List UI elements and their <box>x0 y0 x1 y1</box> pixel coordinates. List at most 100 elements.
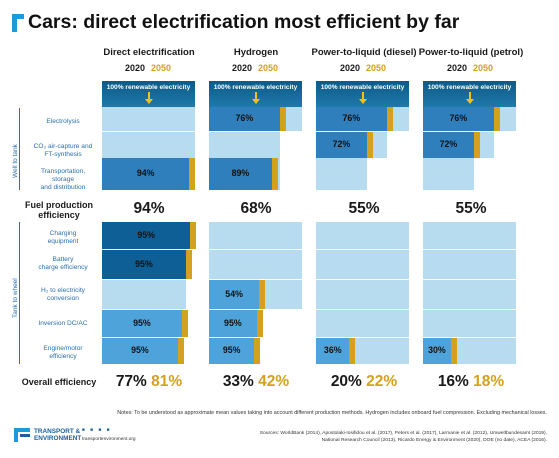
row-label-line: H₂ to electricity <box>41 287 85 294</box>
energy-envelope <box>316 222 409 249</box>
column-header-hydrogen: Hydrogen <box>233 47 279 58</box>
efficiency-bar <box>102 158 190 190</box>
efficiency-bar <box>102 310 182 337</box>
energy-envelope <box>102 280 186 309</box>
step-percent-label: 94% <box>136 168 155 178</box>
row-label-transport: Transportation, storage and distribution <box>18 168 108 192</box>
efficiency-bar <box>102 338 178 364</box>
energy-envelope <box>316 158 367 190</box>
down-arrow-icon <box>144 92 153 104</box>
row-label-line: Fuel production <box>25 200 93 210</box>
social-icons[interactable]: ■ ■ ■ ■ <box>82 428 112 433</box>
overall-efficiency: 16% 18% <box>417 373 525 391</box>
energy-envelope <box>209 222 302 249</box>
energy-envelope <box>423 222 516 249</box>
loss-2050-marker <box>366 132 373 158</box>
efficiency-bar <box>316 338 350 364</box>
energy-envelope <box>102 107 195 131</box>
energy-envelope <box>423 280 516 309</box>
website-link[interactable]: transportenvironment.org <box>82 437 136 442</box>
efficiency-bar <box>423 107 494 131</box>
step-percent-label: 95% <box>135 258 153 269</box>
step-percent-label: 95% <box>133 317 151 328</box>
step-percent-label: 30% <box>428 345 446 355</box>
te-logo-icon <box>14 428 30 442</box>
step-percent-label: 95% <box>137 229 155 240</box>
overall-efficiency: 77% 81% <box>95 373 203 391</box>
overall-2020: 16% <box>437 373 469 390</box>
year-2020-label: 2020 <box>340 63 361 73</box>
row-label-line: storage <box>52 176 74 183</box>
down-arrow-icon <box>251 92 260 104</box>
column-header-ptl-petrol: Power-to-liquid (petrol) <box>418 47 524 58</box>
notes-text: Notes: To be understood as approximate m… <box>117 410 547 416</box>
row-label-line: and distribution <box>40 184 86 191</box>
loss-2050-marker <box>493 107 500 131</box>
renewable-banner: 100% renewable electricity <box>102 81 195 107</box>
overall-2050: 42% <box>258 373 290 390</box>
row-label-line: conversion <box>47 295 79 302</box>
loss-2050-marker <box>256 310 263 337</box>
row-label-line: efficiency <box>49 353 77 360</box>
overall-2050: 22% <box>366 373 398 390</box>
year-2050-label: 2050 <box>258 63 279 73</box>
energy-envelope <box>423 310 516 337</box>
row-label-line: Battery <box>52 256 74 263</box>
logo-line: ENVIRONMENT <box>34 435 82 442</box>
loss-2050-marker <box>271 158 278 190</box>
loss-2050-marker <box>177 338 184 364</box>
year-labels: 2020 2050 2020 2050 2020 2050 2020 2050 <box>0 63 559 75</box>
row-label-h2-conversion: H₂ to electricity conversion <box>18 287 108 303</box>
renewable-banner: 100% renewable electricity <box>209 81 302 107</box>
column-header-ptl-diesel: Power-to-liquid (diesel) <box>311 47 417 58</box>
loss-2050-marker <box>450 338 457 364</box>
overall-2020: 33% <box>222 373 254 390</box>
efficiency-bar <box>102 222 191 249</box>
step-percent-label: 54% <box>225 288 243 299</box>
chart-title: Cars: direct electrification most effici… <box>28 11 460 33</box>
year-2020-label: 2020 <box>447 63 468 73</box>
logo-text: TRANSPORT & ENVIRONMENT <box>34 428 81 442</box>
year-2020-label: 2020 <box>125 63 146 73</box>
step-percent-label: 95% <box>224 317 242 328</box>
logo-line: TRANSPORT & <box>34 428 81 435</box>
row-label-line: CO₂ air-capture and <box>33 143 93 150</box>
loss-2050-marker <box>254 338 261 364</box>
efficiency-bar <box>316 132 367 158</box>
row-label-charging: Charging equipment <box>18 230 108 246</box>
efficiency-bar <box>209 158 272 190</box>
loss-2050-marker <box>189 158 196 190</box>
year-2050-label: 2050 <box>473 63 494 73</box>
energy-envelope <box>209 250 302 279</box>
step-percent-label: 76% <box>235 113 254 123</box>
row-label-line: equipment <box>47 238 79 245</box>
year-2020-label: 2020 <box>232 63 253 73</box>
energy-envelope <box>102 132 195 158</box>
efficiency-bar <box>316 107 387 131</box>
row-label-co2-capture: CO₂ air-capture and FT-synthesis <box>18 143 108 159</box>
efficiency-bar <box>209 280 260 309</box>
year-2050-label: 2050 <box>151 63 172 73</box>
loss-2050-marker <box>279 107 286 131</box>
row-label-line: Transportation, <box>40 168 86 175</box>
loss-2050-marker <box>181 310 188 337</box>
efficiency-bar <box>209 107 280 131</box>
row-label-line: efficiency <box>38 210 80 220</box>
loss-2050-marker <box>259 280 266 309</box>
row-label-engine: Engine/motor efficiency <box>18 345 108 361</box>
brand-mark-icon <box>12 14 24 32</box>
energy-envelope <box>316 250 409 279</box>
row-label-line: charge efficiency <box>38 264 88 271</box>
loss-2050-marker <box>190 222 197 249</box>
step-percent-label: 95% <box>222 345 241 355</box>
banner-label: 100% renewable electricity <box>213 84 298 91</box>
efficiency-bar <box>423 338 451 364</box>
fuel-production-value: 68% <box>240 200 272 217</box>
efficiency-bar <box>423 132 474 158</box>
down-arrow-icon <box>358 92 367 104</box>
step-percent-label: 72% <box>332 139 351 149</box>
row-label-line: Charging <box>49 230 77 237</box>
sources-line: Sources: WorldBank (2014), Apostolaki-Io… <box>259 431 547 436</box>
column-header-direct: Direct electrification <box>103 47 195 58</box>
